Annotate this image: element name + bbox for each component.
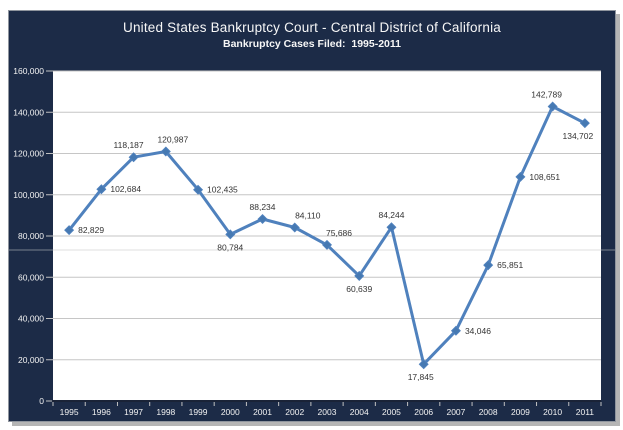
data-point-marker xyxy=(547,101,558,112)
data-point-label: 82,829 xyxy=(78,225,104,235)
x-tick-label: 1998 xyxy=(156,407,175,417)
x-tick-label: 2007 xyxy=(446,407,465,417)
y-tick-label: 140,000 xyxy=(13,107,44,117)
x-tick-label: 1996 xyxy=(92,407,111,417)
x-tick-label: 1999 xyxy=(189,407,208,417)
y-tick-label: 20,000 xyxy=(18,355,44,365)
data-point-label: 60,639 xyxy=(346,284,372,294)
x-tick-label: 2000 xyxy=(221,407,240,417)
data-point-label: 134,702 xyxy=(563,131,594,141)
chart-title: United States Bankruptcy Court - Central… xyxy=(123,20,501,35)
x-tick-label: 2011 xyxy=(576,407,595,417)
y-tick-label: 0 xyxy=(39,396,44,406)
y-tick-label: 160,000 xyxy=(13,66,44,76)
data-point-marker xyxy=(386,222,397,233)
x-tick-label: 2004 xyxy=(350,407,369,417)
data-point-marker xyxy=(579,118,590,129)
data-point-marker xyxy=(128,152,139,163)
data-point-marker xyxy=(257,214,268,225)
data-point-label: 65,851 xyxy=(497,260,523,270)
x-tick-label: 2008 xyxy=(479,407,498,417)
data-point-marker xyxy=(96,184,107,195)
y-tick-label: 60,000 xyxy=(18,272,44,282)
data-point-marker xyxy=(354,270,365,281)
data-point-label: 75,686 xyxy=(326,228,352,238)
data-point-marker xyxy=(289,222,300,233)
data-point-label: 17,845 xyxy=(408,372,434,382)
data-point-marker xyxy=(483,260,494,271)
data-point-label: 88,234 xyxy=(250,202,276,212)
data-point-label: 102,435 xyxy=(207,185,238,195)
data-point-label: 142,789 xyxy=(531,89,562,99)
data-point-label: 120,987 xyxy=(157,134,188,144)
data-point-marker xyxy=(225,229,236,240)
data-point-marker xyxy=(160,146,171,157)
data-point-label: 118,187 xyxy=(114,140,144,150)
data-point-label: 84,110 xyxy=(295,211,321,221)
data-point-label: 34,046 xyxy=(465,326,491,336)
data-point-marker xyxy=(515,171,526,182)
y-tick-label: 80,000 xyxy=(18,231,44,241)
data-point-label: 102,684 xyxy=(110,184,141,194)
x-tick-label: 1997 xyxy=(124,407,143,417)
x-tick-label: 2002 xyxy=(285,407,304,417)
x-tick-label: 2001 xyxy=(253,407,272,417)
x-tick-label: 2003 xyxy=(318,407,337,417)
x-tick-label: 2010 xyxy=(543,407,562,417)
data-point-marker xyxy=(193,184,204,195)
data-point-label: 80,784 xyxy=(217,242,243,252)
x-tick-label: 2009 xyxy=(511,407,530,417)
x-tick-label: 2005 xyxy=(382,407,401,417)
data-point-marker xyxy=(64,225,75,236)
x-tick-label: 2006 xyxy=(414,407,433,417)
y-tick-label: 100,000 xyxy=(13,190,44,200)
data-point-label: 108,651 xyxy=(529,172,560,182)
x-tick-label: 1995 xyxy=(60,407,79,417)
y-tick-label: 120,000 xyxy=(13,149,44,159)
data-point-label: 84,244 xyxy=(378,210,404,220)
data-point-marker xyxy=(418,359,429,370)
data-point-marker xyxy=(450,325,461,336)
chart-subtitle: Bankruptcy Cases Filed: 1995-2011 xyxy=(222,38,401,50)
data-point-marker xyxy=(321,239,333,250)
y-tick-label: 40,000 xyxy=(18,314,44,324)
